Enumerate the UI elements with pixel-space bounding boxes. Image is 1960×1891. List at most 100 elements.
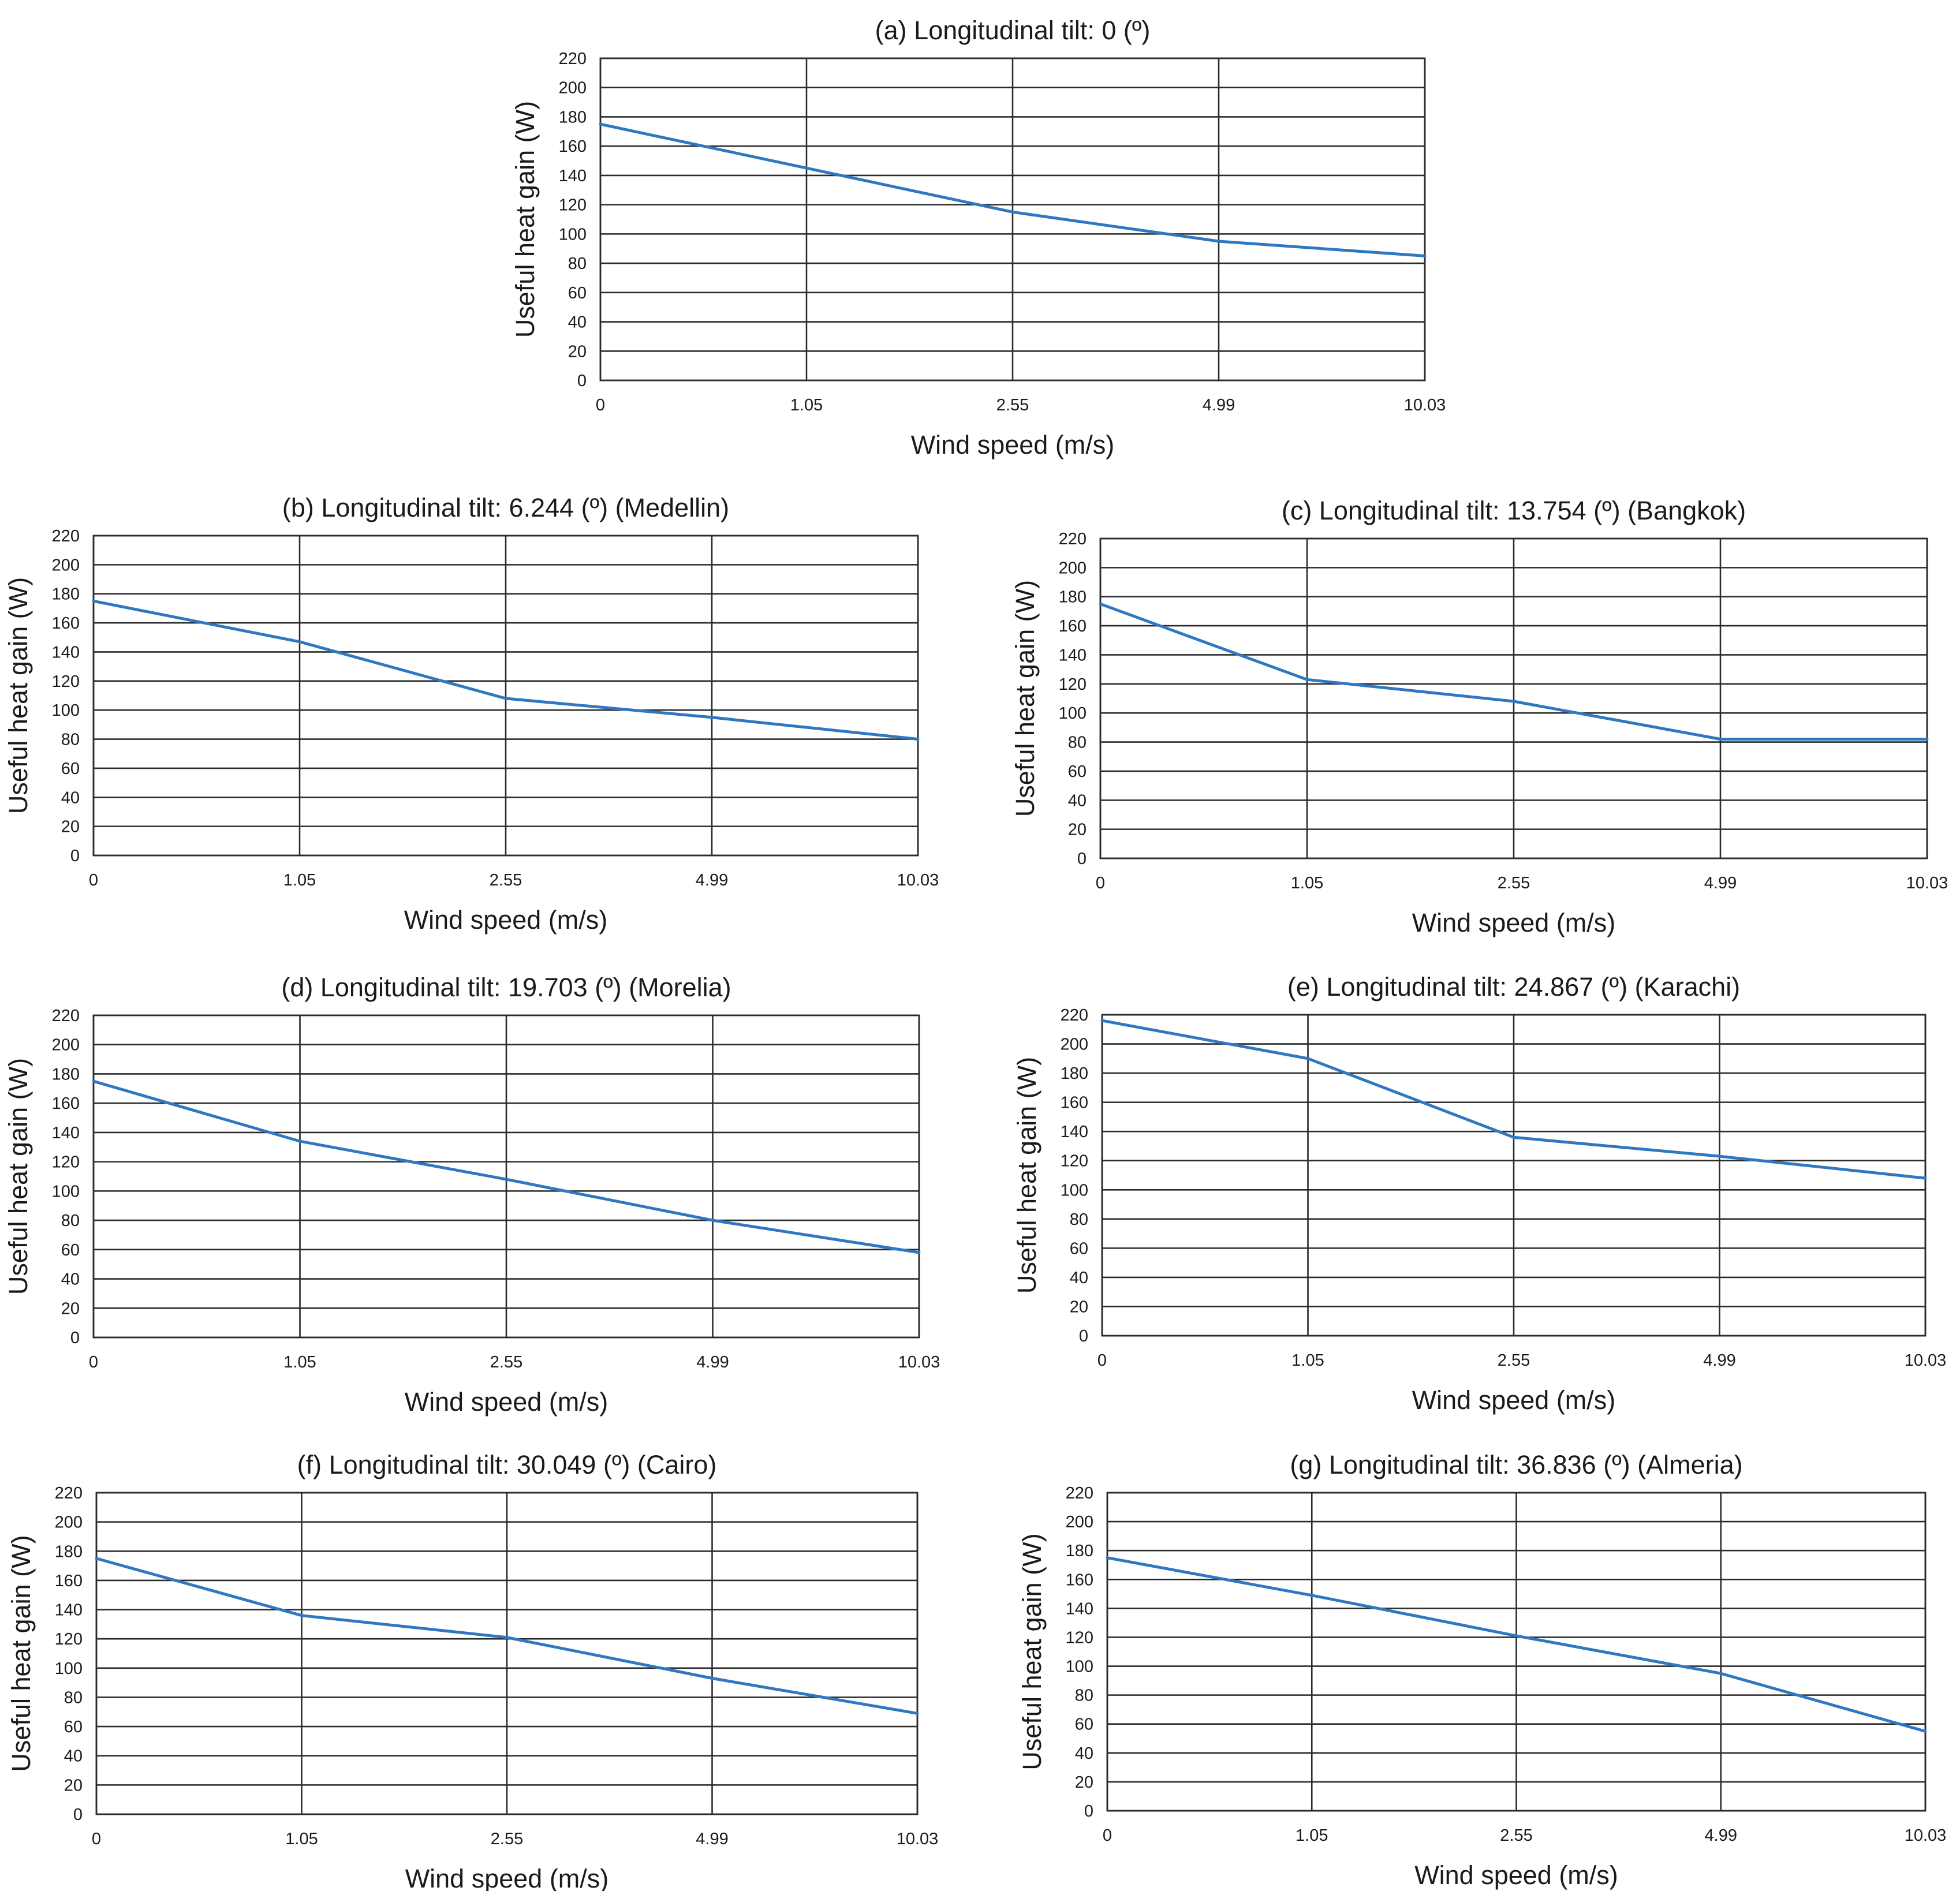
y-tick-label: 180 — [1061, 1064, 1088, 1083]
y-tick-label: 220 — [52, 527, 80, 545]
y-tick-label: 120 — [559, 196, 587, 215]
x-tick-label: 1.05 — [1296, 1826, 1328, 1845]
y-tick-label: 220 — [1066, 1484, 1093, 1503]
y-tick-label: 0 — [1077, 850, 1087, 868]
x-tick-label: 10.03 — [1905, 1351, 1947, 1370]
plot-frame — [92, 535, 919, 857]
y-tick-label: 140 — [52, 643, 80, 662]
x-tick-label: 2.55 — [491, 1830, 523, 1848]
x-tick-label: 0 — [596, 396, 605, 414]
y-tick-label: 140 — [55, 1601, 83, 1620]
y-tick-label: 80 — [568, 255, 587, 273]
y-tick-label: 220 — [52, 1007, 80, 1025]
x-tick-label: 2.55 — [1498, 874, 1530, 892]
x-axis-title: Wind speed (m/s) — [405, 1387, 608, 1417]
y-axis-title: Useful heat gain (W) — [3, 577, 33, 814]
x-tick-label: 0 — [1097, 1351, 1107, 1370]
y-tick-label: 160 — [55, 1572, 83, 1590]
x-tick-label: 2.55 — [996, 396, 1029, 414]
y-tick-label: 220 — [1061, 1006, 1088, 1025]
y-tick-label: 20 — [64, 1776, 83, 1795]
y-tick-label: 40 — [1070, 1269, 1088, 1287]
y-tick-label: 220 — [559, 50, 587, 68]
y-tick-label: 200 — [52, 1036, 80, 1055]
series-line — [92, 599, 920, 741]
y-tick-label: 100 — [1059, 704, 1087, 723]
chart-title: (a) Longitudinal tilt: 0 (º) — [875, 16, 1151, 45]
plot-frame — [92, 1014, 920, 1339]
chart-title: (b) Longitudinal tilt: 6.244 (º) (Medell… — [282, 493, 729, 522]
chart-b: 0 20 40 60 80 100 120 140 160 180 200 220 0 1.05 2.55 4… — [3, 493, 939, 935]
chart-title: (g) Longitudinal tilt: 36.836 (º) (Almer… — [1290, 1450, 1742, 1479]
y-tick-label: 120 — [52, 672, 80, 691]
x-tick-label: 10.03 — [1905, 1826, 1947, 1845]
x-tick-label: 1.05 — [790, 396, 823, 414]
y-axis-title: Useful heat gain (W) — [3, 1058, 33, 1295]
x-tick-label: 4.99 — [696, 1830, 728, 1848]
y-axis-title: Useful heat gain (W) — [1010, 580, 1040, 817]
y-tick-label: 200 — [1066, 1513, 1093, 1531]
y-tick-label: 100 — [52, 701, 80, 720]
plot-frame — [1099, 537, 1928, 859]
plot-frame — [95, 1492, 919, 1815]
y-tick-label: 140 — [1059, 646, 1087, 664]
y-tick-label: 80 — [61, 731, 80, 749]
y-tick-label: 40 — [61, 1270, 80, 1289]
y-tick-label: 20 — [1070, 1298, 1088, 1316]
y-tick-label: 80 — [1068, 734, 1087, 752]
x-tick-label: 2.55 — [1498, 1351, 1530, 1370]
y-tick-label: 100 — [1061, 1181, 1088, 1199]
x-tick-label: 4.99 — [1704, 874, 1737, 892]
y-axis-title: Useful heat gain (W) — [510, 101, 540, 338]
y-tick-label: 160 — [52, 1094, 80, 1113]
x-tick-label: 10.03 — [897, 1830, 939, 1848]
y-tick-label: 80 — [64, 1688, 83, 1707]
y-tick-label: 100 — [55, 1660, 83, 1678]
chart-title: (d) Longitudinal tilt: 19.703 (º) (Morel… — [281, 973, 731, 1002]
y-tick-label: 180 — [1066, 1542, 1093, 1560]
y-tick-label: 180 — [52, 585, 80, 604]
x-tick-label: 1.05 — [1291, 874, 1323, 892]
y-tick-label: 180 — [55, 1542, 83, 1561]
y-axis-title: Useful heat gain (W) — [1012, 1057, 1041, 1294]
x-tick-label: 4.99 — [1703, 1351, 1735, 1370]
y-tick-label: 40 — [1068, 791, 1087, 810]
y-tick-label: 160 — [1066, 1571, 1093, 1589]
chart-title: (e) Longitudinal tilt: 24.867 (º) (Karac… — [1287, 972, 1740, 1001]
y-tick-label: 20 — [568, 342, 587, 361]
chart-title: (c) Longitudinal tilt: 13.754 (º) (Bangk… — [1282, 496, 1746, 525]
y-axis-title: Useful heat gain (W) — [1017, 1533, 1047, 1770]
y-tick-label: 60 — [1070, 1239, 1088, 1258]
x-tick-label: 4.99 — [1705, 1826, 1737, 1845]
y-tick-label: 140 — [1066, 1599, 1093, 1618]
y-tick-label: 180 — [52, 1065, 80, 1083]
x-axis-title: Wind speed (m/s) — [1412, 908, 1616, 937]
y-tick-label: 60 — [64, 1718, 83, 1736]
y-tick-label: 220 — [55, 1484, 83, 1503]
plot-frame — [1106, 1492, 1927, 1812]
y-tick-label: 60 — [61, 1241, 80, 1260]
y-tick-label: 200 — [55, 1513, 83, 1532]
y-tick-label: 80 — [61, 1212, 80, 1230]
series-line — [92, 1079, 921, 1254]
x-tick-label: 2.55 — [490, 871, 522, 890]
y-tick-label: 200 — [1059, 559, 1087, 577]
chart-c: 0 20 40 60 80 100 120 140 160 180 200 220 0 1.05 2.55 4… — [1010, 496, 1948, 937]
y-tick-label: 120 — [55, 1630, 83, 1649]
x-tick-label: 0 — [92, 1830, 101, 1848]
y-tick-label: 180 — [1059, 588, 1087, 607]
chart-g: 0 20 40 60 80 100 120 140 160 180 200 220 0 1.05 2.55 4… — [1017, 1450, 1946, 1890]
y-tick-label: 140 — [1061, 1123, 1088, 1141]
y-tick-label: 40 — [61, 788, 80, 807]
series-line — [95, 1557, 919, 1715]
y-tick-label: 80 — [1075, 1687, 1093, 1705]
x-tick-label: 1.05 — [283, 1353, 316, 1371]
y-tick-label: 0 — [577, 372, 587, 390]
series-line — [1100, 1019, 1927, 1180]
y-tick-label: 200 — [52, 556, 80, 574]
y-tick-label: 20 — [61, 1299, 80, 1318]
y-tick-label: 140 — [559, 167, 587, 185]
x-tick-label: 1.05 — [1291, 1351, 1324, 1370]
